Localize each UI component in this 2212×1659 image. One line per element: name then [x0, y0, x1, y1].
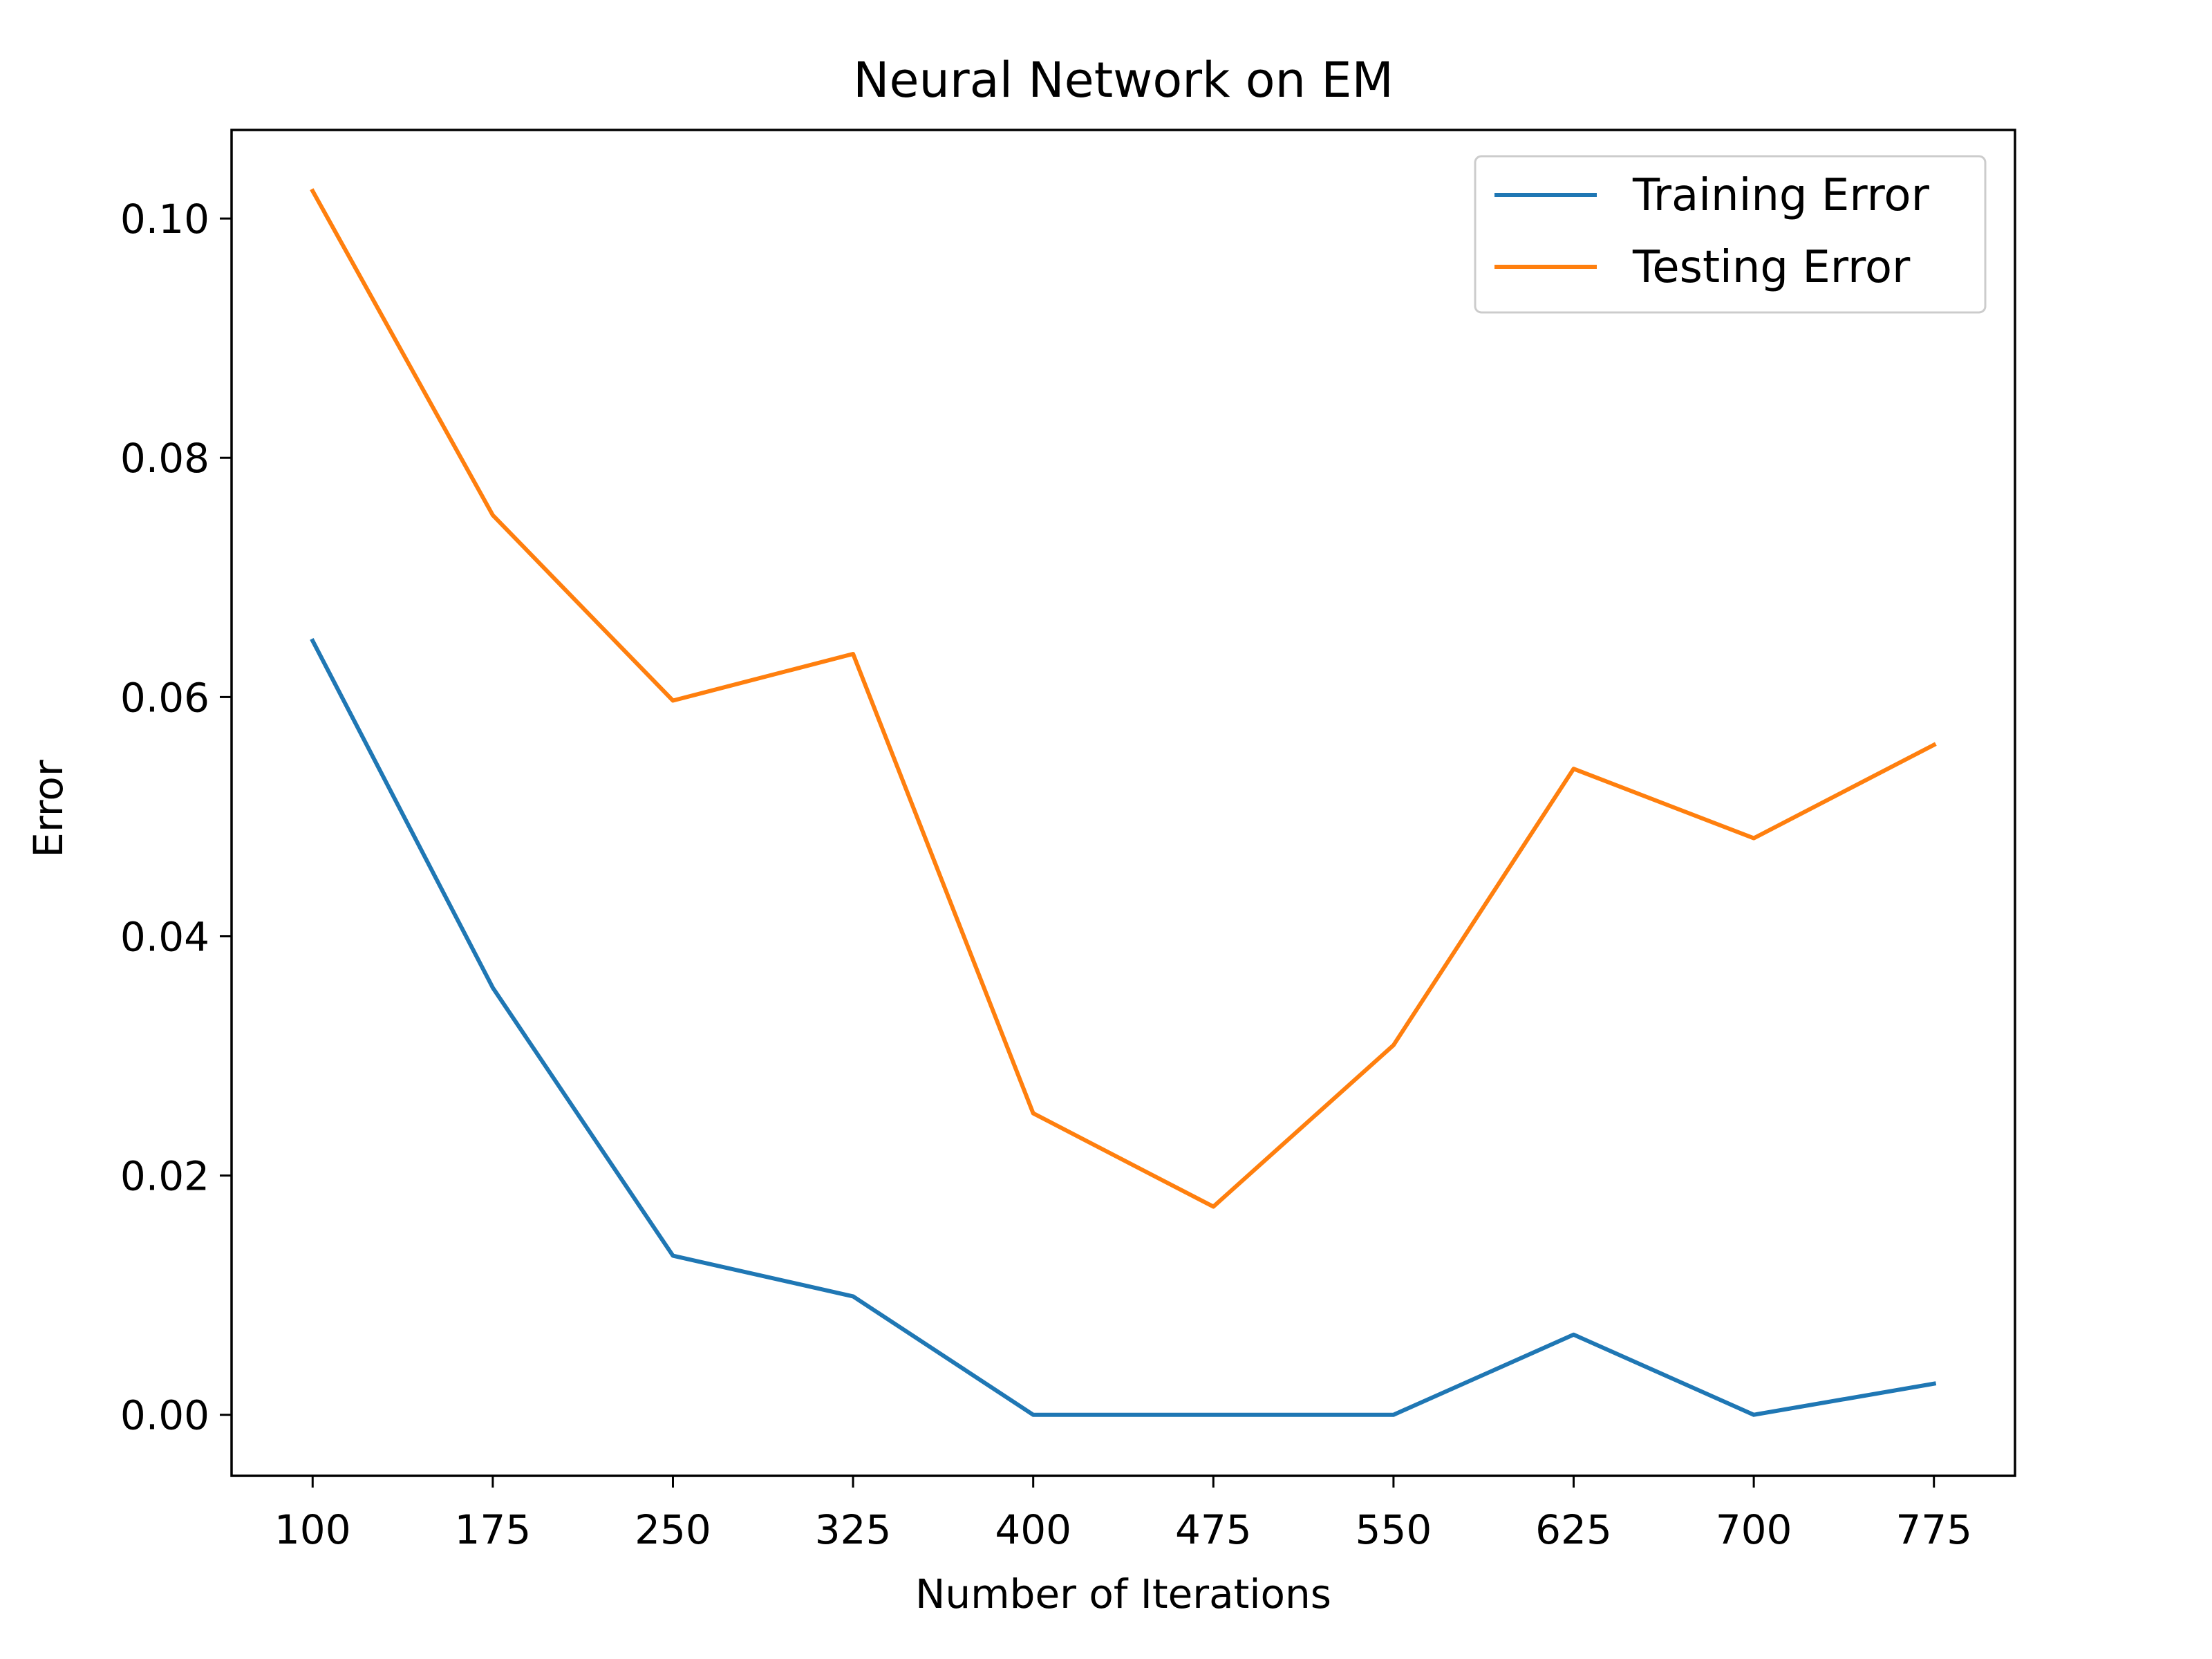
plot-frame — [230, 129, 2016, 1477]
x-tick-label: 400 — [995, 1506, 1071, 1553]
chart-title: Neural Network on EM — [853, 52, 1394, 109]
legend-label: Training Error — [1632, 170, 1930, 221]
x-tick-label: 100 — [274, 1506, 351, 1553]
y-tick-label: 0.10 — [120, 196, 209, 243]
x-tick-label: 250 — [635, 1506, 711, 1553]
series-line-training-error — [310, 637, 1937, 1417]
legend-box — [1474, 155, 1987, 314]
series-line-testing-error — [310, 188, 1937, 1209]
x-tick-label: 700 — [1716, 1506, 1792, 1553]
y-tick-label: 0.04 — [120, 913, 209, 960]
x-tick-label: 775 — [1895, 1506, 1972, 1553]
y-tick-label: 0.06 — [120, 674, 209, 721]
plot-area: 100 175 250 325 400 475 550 625 700 775 0.00 0.02 0.… — [120, 129, 2016, 1553]
x-tick-label: 625 — [1535, 1506, 1612, 1553]
x-tick-label: 175 — [455, 1506, 532, 1553]
y-tick-label: 0.00 — [120, 1392, 209, 1439]
x-axis-label: Number of Iterations — [915, 1571, 1331, 1618]
legend: Training Error Testing Error — [1474, 155, 1987, 314]
y-tick-label: 0.08 — [120, 435, 209, 482]
y-axis-label: Error — [25, 760, 72, 858]
legend-label: Testing Error — [1632, 242, 1911, 293]
x-tick-label: 475 — [1175, 1506, 1252, 1553]
y-tick-label: 0.02 — [120, 1153, 209, 1200]
x-tick-label: 325 — [815, 1506, 892, 1553]
x-tick-label: 550 — [1356, 1506, 1432, 1553]
